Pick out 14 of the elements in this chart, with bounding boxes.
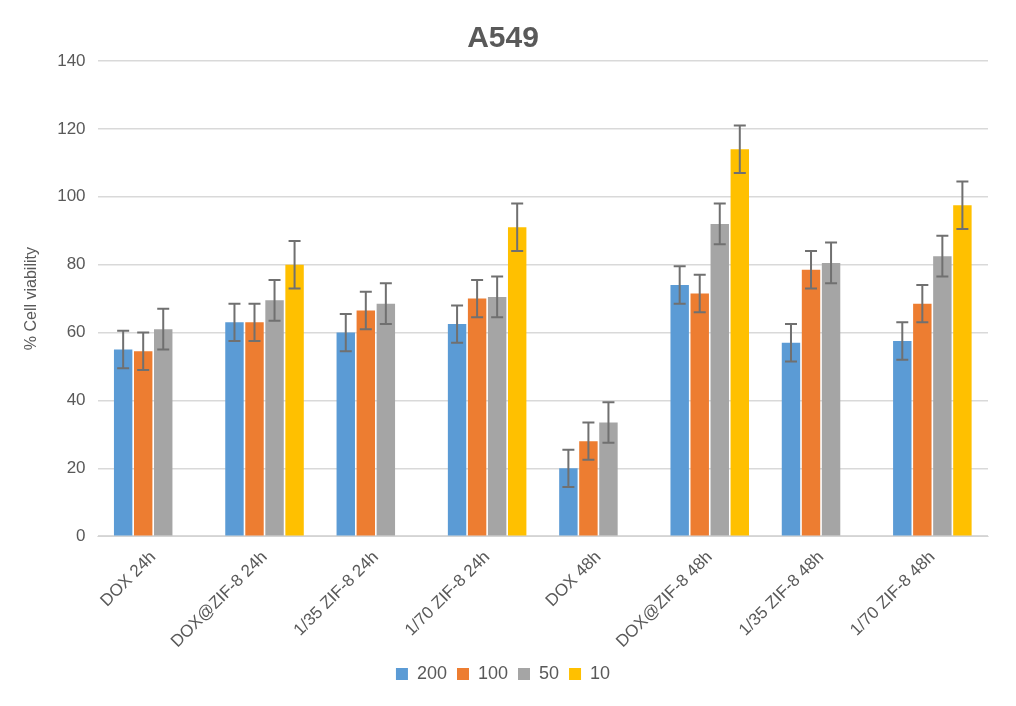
y-tick-label: 140 — [57, 50, 86, 70]
chart-title: A549 — [467, 20, 539, 54]
y-tick-label: 20 — [66, 458, 86, 478]
y-tick-label: 120 — [57, 118, 86, 138]
legend-label: 100 — [477, 662, 509, 683]
legend-label: 10 — [590, 662, 611, 683]
y-tick-label: 40 — [66, 390, 86, 410]
y-tick-label: 100 — [57, 186, 86, 206]
y-tick-label: 80 — [66, 254, 86, 274]
y-tick-label: 60 — [66, 322, 86, 342]
y-axis-title: % Cell viability — [22, 247, 40, 351]
legend-label: 50 — [539, 662, 560, 683]
y-tick-label: 0 — [76, 525, 86, 545]
legend-label: 200 — [416, 662, 447, 683]
